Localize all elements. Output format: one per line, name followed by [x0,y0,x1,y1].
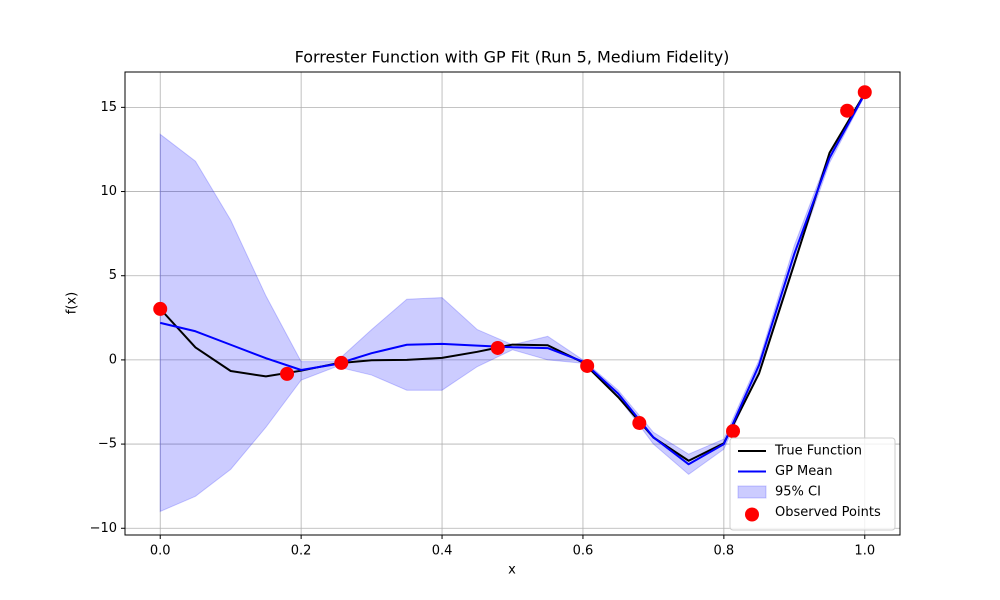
x-tick-label: 0.8 [714,544,735,559]
y-tick-label: −10 [90,521,117,536]
plot-frame [124,71,901,536]
point [334,355,349,370]
y-tick-label: 0 [109,352,117,367]
legend-box [729,437,896,531]
point [280,366,295,381]
y-tick-label: 15 [100,100,117,115]
legend-label: 95% CI [775,485,821,500]
legend-label: True Function [774,444,862,459]
x-tick-label: 0.0 [150,544,171,559]
point [726,424,741,439]
y-axis-label: f(x) [65,292,80,314]
legend-label: Observed Points [775,505,881,520]
point [632,416,647,431]
point [490,340,505,355]
legend-swatch [737,485,767,499]
x-tick-label: 0.4 [432,544,453,559]
y-tick-label: −5 [98,437,117,452]
legend-swatch [745,507,759,522]
point [153,301,168,316]
x-tick-label: 1.0 [854,544,875,559]
chart-title: Forrester Function with GP Fit (Run 5, M… [295,48,730,67]
line [159,93,866,466]
y-tick-label: 10 [100,184,117,199]
line [159,92,866,462]
x-axis-label: x [508,563,516,578]
y-tick-label: 5 [109,268,117,283]
legend-label: GP Mean [775,464,832,479]
point [857,85,872,100]
point [840,103,855,118]
point [580,358,595,373]
x-tick-label: 0.6 [573,544,594,559]
x-tick-label: 0.2 [291,544,312,559]
